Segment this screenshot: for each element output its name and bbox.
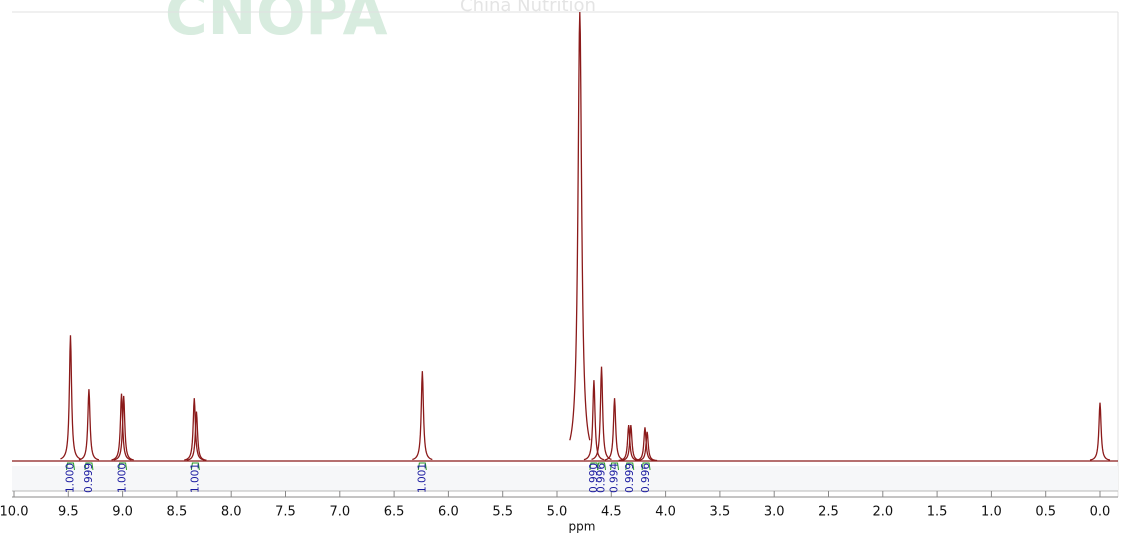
- integral-label: 1.001: [189, 463, 201, 493]
- x-tick-label: 3.0: [764, 505, 785, 520]
- x-tick-label: 2.5: [818, 505, 839, 520]
- x-tick-label: 4.5: [601, 505, 622, 520]
- x-tick-label: 1.5: [927, 505, 948, 520]
- integral-label: 0.999: [83, 463, 95, 493]
- peak: [113, 395, 134, 461]
- integral-bracket: [84, 462, 94, 471]
- integral-label: 1.000: [117, 463, 129, 493]
- x-tick-label: 0.5: [1035, 505, 1056, 520]
- integral-label: 0.996: [640, 463, 652, 493]
- integral-bracket: [65, 462, 75, 471]
- integral-band: [12, 466, 1118, 491]
- integral-label: 1.001: [416, 463, 428, 493]
- x-tick-label: 7.5: [275, 505, 296, 520]
- x-tick-label: 6.5: [384, 505, 405, 520]
- peak: [60, 335, 81, 460]
- x-tick-label: 8.5: [167, 505, 188, 520]
- x-tick-label: 1.0: [981, 505, 1002, 520]
- integral-label: 0.996: [596, 463, 608, 493]
- integral-bracket: [118, 462, 128, 471]
- x-tick-label: 2.0: [872, 505, 893, 520]
- integral-label: 0.999: [624, 463, 636, 493]
- x-axis-label: ppm: [569, 520, 596, 533]
- x-tick-label: 5.0: [547, 505, 568, 520]
- peak: [78, 389, 100, 461]
- integral-label: 0.994: [609, 463, 621, 493]
- integral-bracket: [589, 462, 599, 471]
- peak: [1089, 402, 1111, 461]
- peak: [569, 11, 591, 441]
- x-tick-label: 10.0: [0, 505, 28, 520]
- x-tick-label: 6.0: [438, 505, 459, 520]
- integral-bracket: [610, 462, 620, 471]
- integral-bracket: [190, 462, 200, 471]
- x-tick-label: 8.0: [221, 505, 242, 520]
- integral-bracket: [417, 462, 427, 471]
- watermark-text: China Nutrition: [460, 0, 596, 16]
- peak: [412, 371, 433, 461]
- x-tick-label: 9.0: [112, 505, 133, 520]
- peak: [591, 366, 612, 461]
- watermark-logo: CNOPA: [165, 0, 388, 48]
- integral-bracket: [625, 462, 635, 471]
- x-tick-label: 4.0: [655, 505, 676, 520]
- x-tick-label: 3.5: [710, 505, 731, 520]
- peak: [111, 393, 132, 461]
- x-tick-label: 9.5: [58, 505, 79, 520]
- peak: [186, 411, 207, 461]
- peak: [637, 431, 658, 462]
- peak: [583, 380, 605, 461]
- integral-label: 0.990: [588, 463, 600, 493]
- peak: [604, 398, 625, 461]
- integral-label: 1.000: [64, 463, 76, 493]
- x-tick-label: 7.0: [329, 505, 350, 520]
- integral-bracket: [597, 462, 607, 471]
- peak: [184, 398, 205, 461]
- x-tick-label: 5.5: [492, 505, 513, 520]
- integral-bracket: [641, 462, 651, 471]
- x-tick-label: 0.0: [1090, 505, 1111, 520]
